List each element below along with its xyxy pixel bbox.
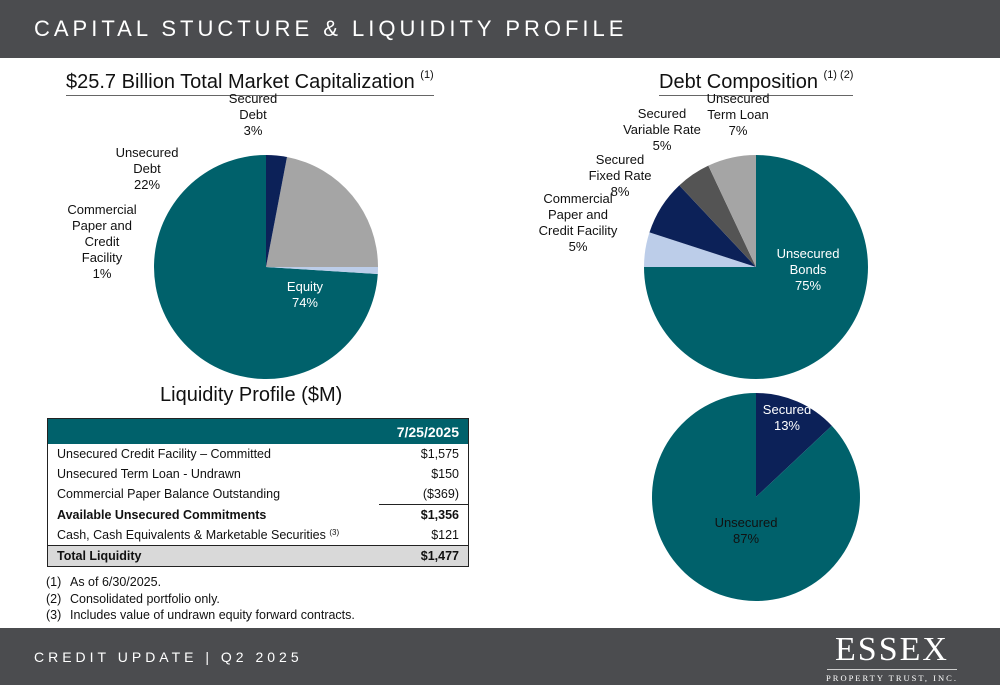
footnote: (2) Consolidated portfolio only. [46,591,355,608]
liquidity-title: Liquidity Profile ($M) [160,384,343,406]
market-cap-title: $25.7 Billion Total Market Capitalizatio… [66,69,434,96]
row-value: $1,356 [420,508,459,522]
row-label-text: Cash, Cash Equivalents & Marketable Secu… [57,528,326,542]
table-total-row: Total Liquidity $1,477 [47,545,469,567]
debt-composition-label-commercial-paper-and-credit-facility: Commercial Paper and Credit Facility 5% [538,191,618,254]
essex-logo: ESSEX PROPERTY TRUST, INC. [822,632,962,683]
page-title: CAPITAL STUCTURE & LIQUIDITY PROFILE [34,16,628,41]
table-date-header: 7/25/2025 [379,418,469,444]
market-cap-label-unsecured-debt: Unsecured Debt 22% [115,145,179,192]
row-label: Cash, Cash Equivalents & Marketable Secu… [48,525,380,546]
debt-composition-label-secured-variable-rate: Secured Variable Rate 5% [623,106,701,153]
footnote-text: Includes value of undrawn equity forward… [70,608,355,622]
row-value: $121 [431,528,459,542]
debt-composition-label-secured-fixed-rate: Secured Fixed Rate 8% [588,152,652,199]
row-value: $1,477 [379,545,469,567]
secured-unsecured-label-unsecured: Unsecured 87% [714,515,778,546]
secured-unsecured-slice-unsecured [651,393,860,601]
table-row: Available Unsecured Commitments $1,356 [48,505,469,526]
secured-unsecured-label-secured: Secured 13% [762,402,812,433]
debt-composition-slice-secured-variable-rate [679,165,756,267]
footnote: (1) As of 6/30/2025. [46,574,355,591]
footnote-number: (2) [46,591,62,606]
market-cap-label-secured-debt: Secured Debt 3% [228,91,278,138]
row-label: Available Unsecured Commitments [57,507,267,522]
market-cap-slice-unsecured-debt [266,156,378,267]
footnote-number: (3) [46,608,62,622]
market-cap-label-commercial-paper-and-credit-facility: Commercial Paper and Credit Facility 1% [67,202,137,281]
row-label: Commercial Paper Balance Outstanding [57,487,281,502]
table-row: Cash, Cash Equivalents & Marketable Secu… [48,525,469,546]
logo-divider [827,669,957,670]
debt-composition-note-ref: (1) (2) [823,69,854,81]
debt-composition-slice-secured-fixed-rate [649,185,756,267]
debt-composition-title-text: Debt Composition [659,71,818,93]
liquidity-table: 7/25/2025 Unsecured Credit Facility – Co… [47,418,469,567]
footer-text: CREDIT UPDATE | Q2 2025 [34,649,303,665]
debt-composition-title: Debt Composition (1) (2) [659,69,854,96]
market-cap-label-equity: Equity 74% [286,279,324,310]
row-value: ($369) [379,484,469,505]
table-header-row: 7/25/2025 [47,418,469,444]
table-header-blank [47,418,380,444]
debt-composition-slice-unsecured-term-loan [708,155,756,267]
logo-subtitle: PROPERTY TRUST, INC. [826,673,958,683]
row-label: Unsecured Term Loan - Undrawn [57,467,241,481]
debt-composition-label-unsecured-term-loan: Unsecured Term Loan 7% [706,91,770,138]
market-cap-title-text: $25.7 Billion Total Market Capitalizatio… [66,71,415,93]
footnote: (3) Includes value of undrawn equity forw… [46,607,355,624]
footnote-text: As of 6/30/2025. [70,575,162,589]
footnotes: (1) As of 6/30/2025. (2) Consolidated port… [46,574,355,624]
market-cap-slice-equity [154,155,378,379]
secured-unsecured-slice-secured [756,393,832,497]
market-cap-note-ref: (1) [420,69,434,81]
table-row: Commercial Paper Balance Outstanding ($3… [48,484,469,505]
logo-wordmark: ESSEX [835,631,949,668]
row-label: Total Liquidity [47,545,380,567]
market-cap-slice-commercial-paper-and-credit-facility [266,267,378,275]
row-value: $150 [431,467,459,481]
footer-bar: CREDIT UPDATE | Q2 2025 ESSEX PROPERTY T… [0,628,1000,685]
table-row: Unsecured Term Loan - Undrawn $150 [48,464,469,484]
table-row: Unsecured Credit Facility – Committed $1… [48,444,469,464]
debt-composition-label-unsecured-bonds: Unsecured Bonds 75% [776,246,840,293]
debt-composition-slice-commercial-paper-and-credit-facility [644,232,756,267]
footnote-text: Consolidated portfolio only. [70,591,220,606]
header-bar: CAPITAL STUCTURE & LIQUIDITY PROFILE [0,0,1000,58]
row-label: Unsecured Credit Facility – Committed [57,447,271,461]
row-note-ref: (3) [329,528,340,537]
row-value: $1,575 [420,447,459,461]
market-cap-slice-secured-debt [266,155,287,267]
footnote-number: (1) [46,575,62,589]
